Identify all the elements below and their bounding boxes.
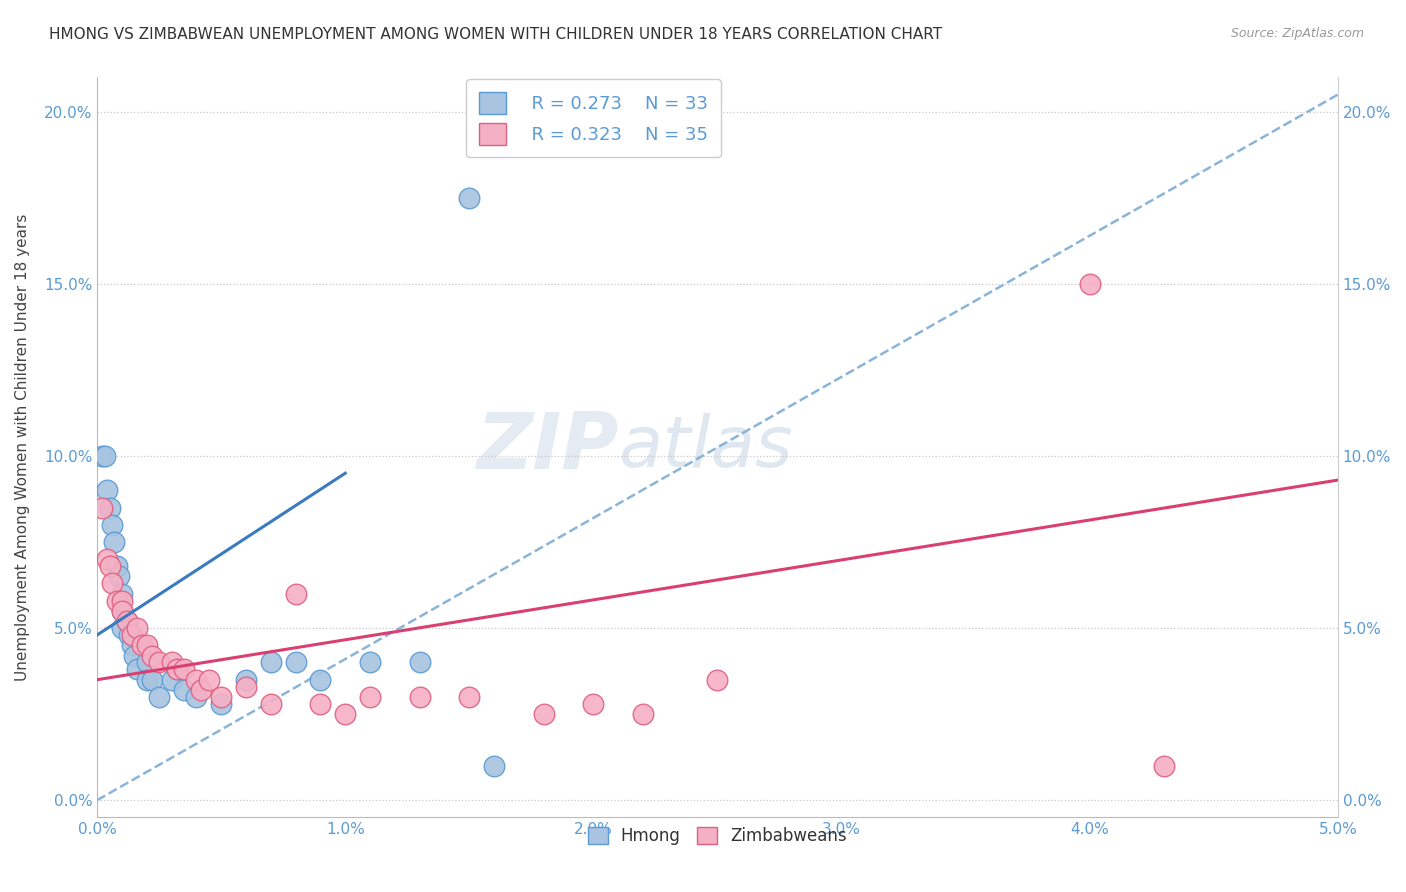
- Point: [103, 535, 125, 549]
- Y-axis label: Unemployment Among Women with Children Under 18 years: Unemployment Among Women with Children U…: [15, 214, 30, 681]
- Point: [115, 614, 138, 628]
- Point: [173, 683, 195, 698]
- Point: [409, 656, 432, 670]
- Point: [96, 483, 118, 498]
- Text: Source: ZipAtlas.com: Source: ZipAtlas.com: [1230, 27, 1364, 40]
- Point: [186, 690, 208, 704]
- Point: [91, 449, 114, 463]
- Point: [458, 690, 481, 704]
- Point: [197, 673, 219, 687]
- Point: [335, 707, 357, 722]
- Point: [121, 628, 143, 642]
- Point: [105, 559, 128, 574]
- Point: [235, 673, 257, 687]
- Point: [111, 621, 134, 635]
- Point: [186, 673, 208, 687]
- Point: [209, 697, 232, 711]
- Point: [166, 662, 188, 676]
- Point: [235, 680, 257, 694]
- Point: [131, 638, 153, 652]
- Point: [111, 604, 134, 618]
- Text: atlas: atlas: [619, 413, 793, 482]
- Point: [190, 683, 212, 698]
- Point: [160, 656, 183, 670]
- Point: [111, 604, 134, 618]
- Point: [101, 576, 124, 591]
- Point: [260, 697, 283, 711]
- Point: [135, 656, 157, 670]
- Point: [148, 690, 170, 704]
- Point: [98, 559, 121, 574]
- Point: [284, 656, 307, 670]
- Point: [209, 690, 232, 704]
- Point: [141, 673, 163, 687]
- Point: [118, 628, 141, 642]
- Point: [125, 621, 148, 635]
- Point: [135, 638, 157, 652]
- Legend: Hmong, Zimbabweans: Hmong, Zimbabweans: [579, 819, 856, 854]
- Point: [359, 656, 381, 670]
- Point: [93, 449, 115, 463]
- Point: [173, 662, 195, 676]
- Point: [260, 656, 283, 670]
- Point: [135, 673, 157, 687]
- Point: [359, 690, 381, 704]
- Point: [631, 707, 654, 722]
- Text: ZIP: ZIP: [477, 409, 619, 485]
- Point: [309, 697, 332, 711]
- Text: HMONG VS ZIMBABWEAN UNEMPLOYMENT AMONG WOMEN WITH CHILDREN UNDER 18 YEARS CORREL: HMONG VS ZIMBABWEAN UNEMPLOYMENT AMONG W…: [49, 27, 942, 42]
- Point: [141, 648, 163, 663]
- Point: [148, 656, 170, 670]
- Point: [309, 673, 332, 687]
- Point: [111, 593, 134, 607]
- Point: [124, 648, 146, 663]
- Point: [111, 587, 134, 601]
- Point: [1078, 277, 1101, 291]
- Point: [458, 191, 481, 205]
- Point: [160, 673, 183, 687]
- Point: [582, 697, 605, 711]
- Point: [91, 500, 114, 515]
- Point: [108, 569, 131, 583]
- Point: [105, 593, 128, 607]
- Point: [101, 517, 124, 532]
- Point: [1153, 758, 1175, 772]
- Point: [482, 758, 505, 772]
- Point: [96, 552, 118, 566]
- Point: [284, 587, 307, 601]
- Point: [166, 662, 188, 676]
- Point: [533, 707, 555, 722]
- Point: [409, 690, 432, 704]
- Point: [115, 614, 138, 628]
- Point: [125, 662, 148, 676]
- Point: [121, 638, 143, 652]
- Point: [706, 673, 728, 687]
- Point: [98, 500, 121, 515]
